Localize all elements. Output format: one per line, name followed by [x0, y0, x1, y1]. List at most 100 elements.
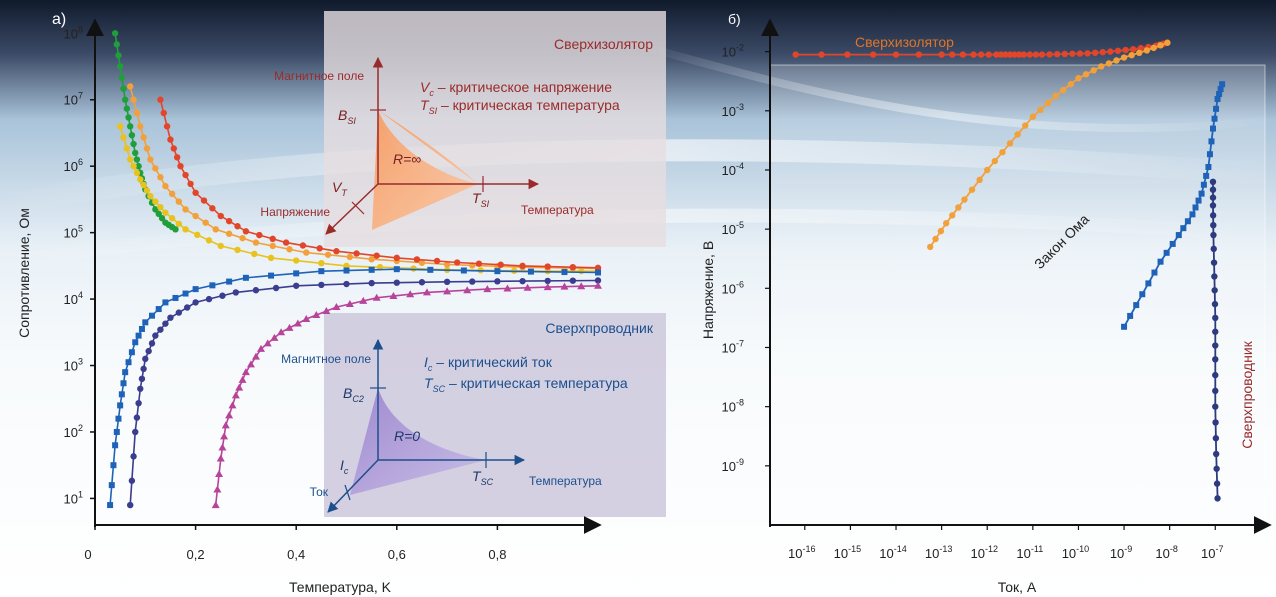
- panel-a-data-point: [318, 259, 325, 267]
- panel-a-data-point: [162, 299, 169, 306]
- panel-a-data-point: [544, 277, 551, 285]
- insulator-voltage-axis: [325, 183, 379, 235]
- panel-b-data-point: [1212, 403, 1219, 410]
- panel-a-data-point: [212, 226, 219, 233]
- panel-a-data-point: [343, 280, 350, 288]
- panel-b-data-point: [1203, 172, 1210, 179]
- panel-b-data-point: [1209, 178, 1217, 186]
- superconductor-region-label: R=0: [394, 428, 420, 444]
- panel-a-data-point: [318, 281, 325, 289]
- panel-b-data-point: [1020, 51, 1027, 58]
- panel-b-data-point: [1212, 419, 1219, 426]
- panel-a-data-point: [251, 250, 258, 258]
- panel-a-data-point: [393, 254, 400, 262]
- panel-a-data-point: [393, 279, 400, 286]
- panel-a-data-point: [217, 242, 224, 250]
- panel-b-data-point: [1082, 71, 1090, 78]
- panel-a-data-point: [433, 257, 441, 265]
- panel-a-y-tick-label: 103: [64, 357, 83, 374]
- panel-a-data-point: [422, 288, 431, 296]
- panel-b-data-point: [997, 51, 1005, 58]
- panel-a-data-point: [221, 421, 230, 429]
- superconductor-axis-magnetic-label: Магнитное поле: [281, 352, 371, 366]
- panel-a-data-point: [118, 74, 126, 81]
- panel-a-data-point: [503, 284, 512, 292]
- panel-a-data-point: [157, 174, 164, 181]
- panel-b-data-point: [977, 51, 985, 58]
- panel-a-data-point: [594, 281, 602, 289]
- panel-a-data-point: [497, 261, 504, 268]
- panel-b-plot-frame: [769, 64, 1266, 526]
- panel-b-data-point: [1090, 67, 1097, 74]
- panel-a-data-point: [494, 278, 501, 285]
- panel-a-series-line: [159, 99, 599, 269]
- panel-a-data-point: [343, 267, 350, 274]
- panel-a-data-point: [168, 190, 176, 198]
- panel-b-data-point: [1212, 314, 1219, 322]
- panel-a-data-point: [235, 383, 244, 391]
- panel-a-data-point: [113, 41, 120, 48]
- panel-a-data-point: [234, 246, 241, 254]
- panel-a-data-point: [157, 96, 164, 103]
- superconductor-region-fill: [350, 388, 486, 495]
- panel-a-y-tick-label: 107: [64, 91, 83, 108]
- panel-a-data-point: [242, 228, 250, 235]
- panel-b-data-point: [1213, 480, 1221, 487]
- panel-b-data-point: [1060, 86, 1067, 94]
- panel-b-data-point: [1038, 51, 1046, 58]
- panel-b-data-point: [1129, 46, 1137, 53]
- insulator-v-tick: [351, 201, 365, 215]
- background-swoosh: [618, 36, 1276, 133]
- annotation-superconductor: Сверхпроводник: [1239, 340, 1255, 448]
- panel-a-data-point: [167, 136, 174, 143]
- insulator-t-label: TSI: [472, 190, 490, 209]
- panel-a-data-point: [519, 262, 526, 270]
- panel-a-data-point: [219, 292, 226, 299]
- panel-b-data-point: [1105, 60, 1113, 67]
- panel-b-data-point: [1189, 211, 1196, 218]
- panel-b-data-point: [1157, 42, 1164, 49]
- panel-b-data-point: [1163, 249, 1170, 256]
- superconductor-inset: Сверхпроводник Магнитное поле Ток Темпер…: [281, 320, 654, 513]
- panel-b-x-tick-label: 10-9: [1110, 544, 1132, 561]
- panel-a-data-point: [173, 154, 181, 161]
- panel-a-data-point: [110, 462, 117, 469]
- panel-a-data-point: [346, 253, 354, 261]
- panel-b-x-tick-label: 10-8: [1155, 544, 1177, 561]
- panel-a-data-point: [544, 263, 551, 270]
- panel-b-data-point: [1084, 50, 1091, 57]
- panel-b-y-tick-label: 10-9: [722, 457, 744, 474]
- panel-b-data-point: [1150, 44, 1157, 52]
- panel-b-data-point: [1061, 50, 1068, 58]
- panel-b-data-point: [1164, 39, 1171, 46]
- panel-b-data-point: [1195, 197, 1202, 204]
- panel-b-data-point: [968, 186, 976, 193]
- panel-a-data-point: [117, 402, 124, 409]
- panel-a-data-point: [345, 299, 354, 307]
- panel-b-x-tick-label: 10-13: [925, 544, 952, 561]
- panel-b-data-point: [938, 51, 945, 58]
- panel-a-data-point: [216, 454, 225, 462]
- panel-b-data-point: [1217, 86, 1224, 93]
- panel-a-data-point: [132, 149, 139, 157]
- insulator-axis-voltage-label: Напряжение: [260, 205, 330, 219]
- panel-a-data-point: [443, 278, 451, 286]
- panel-b-label: б): [728, 11, 741, 27]
- panel-a-y-tick-label: 106: [64, 157, 83, 174]
- panel-a-data-point: [413, 256, 421, 263]
- panel-a-data-point: [163, 123, 171, 130]
- panel-a-series: [107, 30, 602, 509]
- panel-a-data-point: [168, 215, 176, 222]
- panel-b-data-point: [1120, 54, 1128, 61]
- panel-a-data-point: [142, 355, 149, 363]
- panel-b-data-point: [1011, 51, 1018, 58]
- panel-a-data-point: [177, 162, 184, 170]
- panel-b-data-point: [1143, 47, 1151, 54]
- panel-b-data-point: [1175, 232, 1182, 239]
- panel-a-data-point: [293, 282, 300, 289]
- panel-b-data-point: [1069, 50, 1076, 57]
- panel-b-data-point: [1002, 51, 1009, 58]
- panel-a-data-point: [238, 375, 247, 383]
- panel-b-data-point: [1006, 51, 1014, 58]
